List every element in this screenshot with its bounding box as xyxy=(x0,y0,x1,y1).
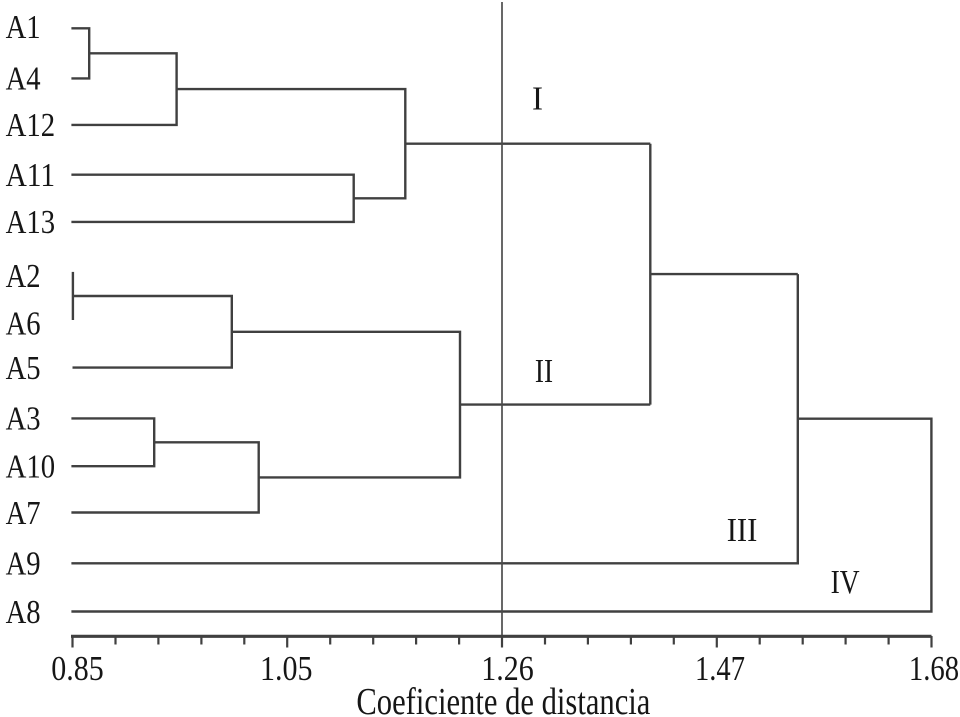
svg-text:A10: A10 xyxy=(6,449,56,486)
svg-text:A6: A6 xyxy=(6,305,41,342)
svg-text:A4: A4 xyxy=(6,61,41,98)
svg-text:1.26: 1.26 xyxy=(481,649,534,688)
svg-text:I: I xyxy=(532,80,543,117)
svg-text:A12: A12 xyxy=(6,107,56,144)
svg-text:A9: A9 xyxy=(6,546,41,583)
svg-text:II: II xyxy=(535,353,553,390)
svg-text:1.05: 1.05 xyxy=(260,649,313,688)
svg-text:1.47: 1.47 xyxy=(695,649,745,688)
svg-text:A3: A3 xyxy=(6,401,41,438)
svg-text:A7: A7 xyxy=(6,495,41,532)
svg-text:Coeficiente de distancia: Coeficiente de distancia xyxy=(356,681,650,717)
svg-text:III: III xyxy=(727,512,758,549)
svg-text:A8: A8 xyxy=(6,594,41,631)
svg-text:A5: A5 xyxy=(6,350,41,387)
svg-text:A13: A13 xyxy=(6,204,56,241)
svg-text:A1: A1 xyxy=(6,9,41,46)
svg-text:A2: A2 xyxy=(6,258,41,295)
svg-text:1.68: 1.68 xyxy=(909,649,959,688)
svg-text:IV: IV xyxy=(831,564,860,601)
svg-text:0.85: 0.85 xyxy=(51,649,104,688)
svg-text:A11: A11 xyxy=(6,157,56,194)
